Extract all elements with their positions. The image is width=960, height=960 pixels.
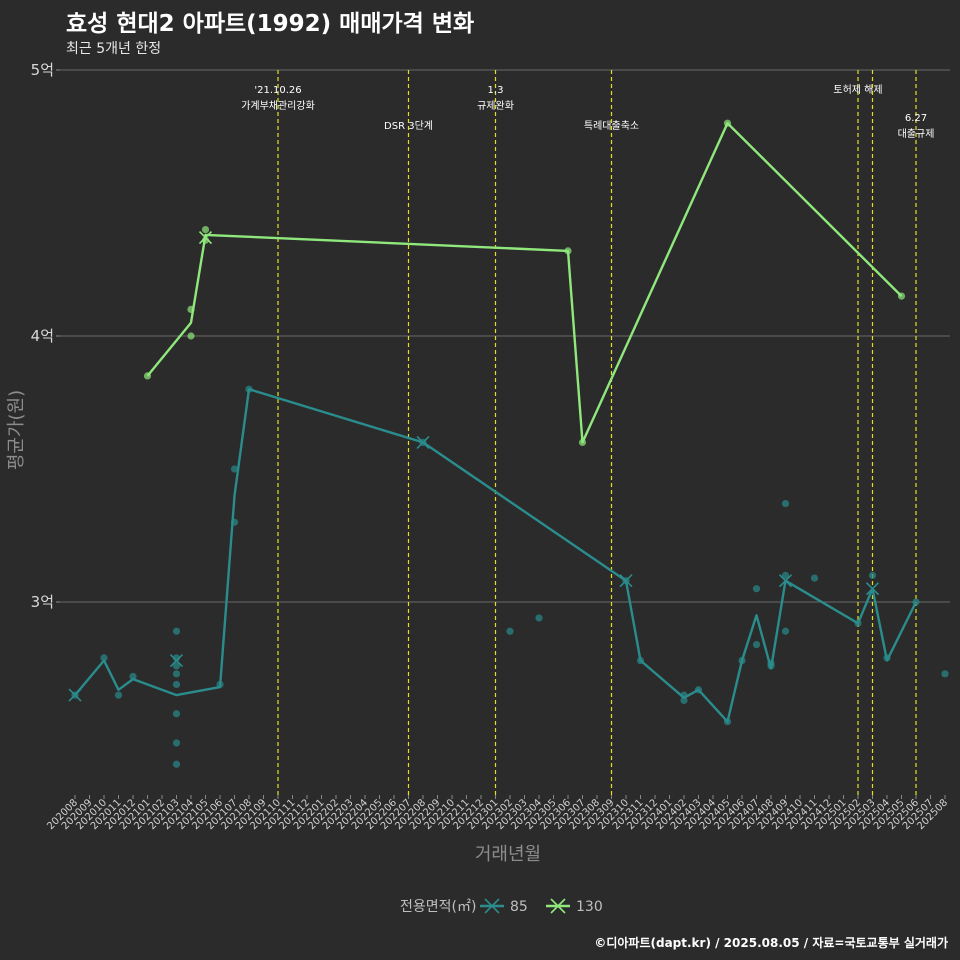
series-line <box>146 122 903 444</box>
data-point <box>245 385 253 393</box>
data-point <box>897 292 906 300</box>
data-point <box>767 662 775 670</box>
cross-marker <box>619 574 633 588</box>
data-point <box>781 571 790 580</box>
y-tick-label: 4억 <box>31 327 54 345</box>
data-point <box>636 656 645 665</box>
x-tick-labels: 2020082020092020102020112020122021012021… <box>45 797 950 832</box>
data-point <box>114 691 123 699</box>
data-point <box>680 696 688 705</box>
event-label: 대출규제 <box>898 128 935 140</box>
chart-subtitle: 최근 5개년 한정 <box>66 41 162 57</box>
data-point <box>680 691 688 699</box>
event-label: 토허제 해제 <box>833 83 882 96</box>
event-label: 가계부채관리강화 <box>241 100 315 112</box>
cross-marker <box>865 582 880 596</box>
data-point <box>723 119 732 127</box>
data-point <box>752 585 761 593</box>
cross-marker <box>68 688 82 702</box>
data-point <box>100 654 108 662</box>
data-point <box>564 247 572 255</box>
legend-key-cross <box>550 898 566 914</box>
data-point <box>781 499 790 508</box>
data-point <box>506 627 514 635</box>
event-label: 6.27 <box>905 113 927 124</box>
data-point <box>216 680 224 689</box>
data-point <box>230 518 239 526</box>
data-point <box>854 619 862 627</box>
legend-key-cross <box>484 898 500 914</box>
data-point <box>810 574 819 582</box>
cross-marker <box>169 653 184 668</box>
data-point <box>883 654 891 662</box>
data-point <box>230 465 239 473</box>
cross-marker <box>198 231 213 245</box>
legend-label: 85 <box>510 899 528 915</box>
data-point <box>187 305 195 313</box>
data-point <box>129 672 137 681</box>
data-point <box>723 718 732 726</box>
series-line <box>74 388 918 723</box>
event-label: DSR 3단계 <box>384 120 433 132</box>
event-label: 규제완화 <box>477 100 514 112</box>
grid-lines <box>56 69 950 799</box>
data-point <box>172 670 181 678</box>
cross-marker <box>416 435 430 449</box>
event-label: 특례대출축소 <box>584 120 639 132</box>
data-point <box>941 670 949 678</box>
data-point <box>738 656 746 665</box>
data-point <box>172 710 181 718</box>
data-point <box>172 680 181 689</box>
y-tick-labels: 3억 4억 5억 <box>31 61 54 611</box>
data-point <box>172 662 181 670</box>
data-point <box>781 627 790 635</box>
data-point <box>172 627 181 635</box>
data-point <box>752 640 761 649</box>
event-label: 1.3 <box>488 85 504 96</box>
series-85 <box>68 385 949 768</box>
data-point <box>143 372 152 380</box>
axis-labels: 거래년월 평균가(원) <box>6 390 541 865</box>
series-130 <box>143 119 906 446</box>
data-point <box>868 571 877 580</box>
chart-title: 효성 현대2 아파트(1992) 매매가격 변화 <box>66 11 475 37</box>
source-caption: ©디아파트(dapt.kr) / 2025.08.05 / 자료=국토교통부 실… <box>594 936 948 950</box>
event-label: '21.10.26 <box>254 85 301 96</box>
data-point <box>912 598 920 606</box>
data-point <box>535 614 543 622</box>
cross-marker <box>778 574 793 588</box>
y-tick-label: 3억 <box>31 593 54 611</box>
legend: 전용면적(㎡) 85 130 <box>400 898 603 915</box>
legend-label: 130 <box>576 899 603 915</box>
legend-title: 전용면적(㎡) <box>400 899 476 915</box>
series-group <box>68 119 949 768</box>
y-axis-label: 평균가(원) <box>6 390 27 470</box>
data-point <box>187 332 195 340</box>
y-tick-label: 5억 <box>31 61 54 79</box>
data-point <box>201 226 210 234</box>
data-point <box>172 760 181 768</box>
x-axis-label: 거래년월 <box>475 844 541 865</box>
data-point <box>578 438 587 446</box>
data-point <box>172 739 181 747</box>
data-point <box>694 686 703 694</box>
